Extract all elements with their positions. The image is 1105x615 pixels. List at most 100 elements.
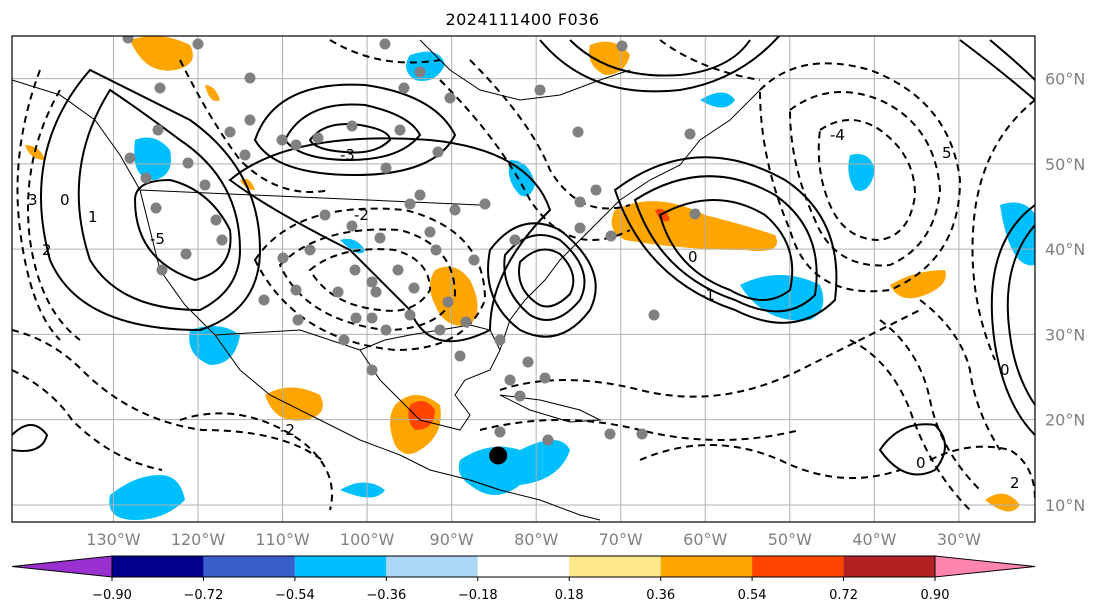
gulf-of-mexico-coast [359,324,501,431]
orange-anomaly-patch [205,85,220,101]
negative-contour [659,39,761,81]
positive-contour [40,68,262,332]
cyan-anomaly-patch [508,160,535,197]
latitude-label: 60°N [1045,70,1085,89]
station-dot [154,82,166,94]
orange-anomaly-patch [25,145,45,160]
station-dot [304,244,316,256]
station-dot [539,372,551,384]
cyan-anomaly-patch [1000,202,1035,266]
red-anomaly-core [655,208,670,222]
colorbar-tick-label: 0.18 [555,588,584,603]
colorbar-segment [203,556,295,577]
coastlines [12,39,761,521]
station-dot [349,264,361,276]
negative-contour [788,91,942,267]
negative-contour [16,69,61,341]
latitude-label: 20°N [1045,411,1085,430]
contour-label: -2 [280,421,295,439]
contour-label: 1 [88,208,98,226]
colorbar-segment [660,556,753,577]
longitude-label: 80°W [514,530,558,549]
station-dot [350,312,362,324]
station-dot [380,162,392,174]
station-dot [258,294,270,306]
station-dot [494,426,506,438]
station-dot [460,316,472,328]
colorbar-segment [112,556,204,577]
negative-contour [971,99,1035,361]
station-dot [366,312,378,324]
station-dot [182,157,194,169]
cuba-coast [499,394,602,423]
station-dot [414,189,426,201]
station-dot [156,264,168,276]
station-dot [277,252,289,264]
station-dot [374,232,386,244]
station-dot [210,214,222,226]
station-dot [180,248,192,260]
station-dot [404,198,416,210]
positive-contour [990,204,1035,436]
station-dot [312,132,324,144]
colorbar-tick-label: −0.18 [458,588,498,603]
station-dot [224,126,236,138]
longitude-label: 60°W [683,530,727,549]
station-dot [454,350,466,362]
orange-anomaly-patch [890,270,946,299]
positive-contour [1006,224,1035,406]
positive-contour [487,222,597,338]
negative-contour [499,309,921,398]
colorbar [11,555,1036,578]
cyan-anomaly-patch [848,154,875,191]
cyan-anomaly-patch [189,326,240,365]
contour-label: -2 [354,206,369,224]
station-dot [504,374,516,386]
station-dot [408,282,420,294]
colorbar-tick-label: −0.90 [92,588,132,603]
negative-contour-lines [12,39,1035,511]
positive-contour [989,39,1035,81]
positive-contour [878,423,946,476]
contour-label: 3 [28,191,38,209]
station-dot [534,84,546,96]
contour-label: 0 [60,191,70,209]
station-dot [394,124,406,136]
latitude-label: 40°N [1045,240,1085,259]
station-dot [398,82,410,94]
station-dot [366,276,378,288]
positive-contour [12,424,49,452]
station-dot [346,120,358,132]
positive-contour [308,123,392,154]
map-title: 2024111400 F036 [445,10,600,29]
station-dot [684,128,696,140]
latitude-label: 50°N [1045,155,1085,174]
orange-anomaly-patch [265,387,323,421]
cyan-anomaly-patch [740,275,824,321]
station-dot [276,134,288,146]
positive-contour [228,137,552,343]
anomaly-fills [25,36,1035,520]
contour-label: -3 [340,146,355,164]
positive-contour [539,36,781,93]
red-anomaly-core [408,401,435,430]
station-dot [424,226,436,238]
positive-contour [253,83,457,177]
station-dot [494,334,506,346]
colorbar-segment [294,556,387,577]
station-dot [572,126,584,138]
station-dot [319,209,331,221]
contour-label: -4 [830,126,845,144]
station-dot [404,309,416,321]
orange-anomaly-patch [430,266,478,326]
negative-contour [439,79,631,241]
cyan-anomaly-patch [458,440,570,495]
station-dot [199,179,211,191]
station-dot [574,196,586,208]
orange-anomaly-patch [130,36,193,71]
positive-contour [569,39,751,77]
station-dot [239,149,251,161]
negative-contour [919,299,1001,451]
station-dot [542,434,554,446]
